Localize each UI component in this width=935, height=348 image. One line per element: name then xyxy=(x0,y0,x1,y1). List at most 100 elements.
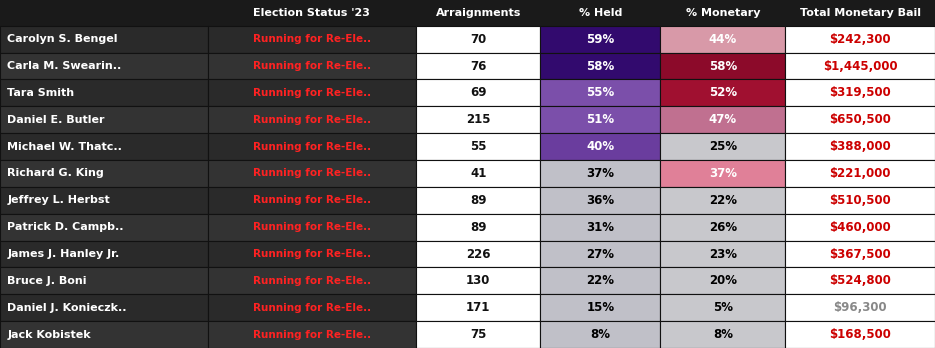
Text: Running for Re-Ele..: Running for Re-Ele.. xyxy=(252,142,371,152)
Bar xyxy=(660,321,785,348)
Text: 8%: 8% xyxy=(590,328,611,341)
Text: Arraignments: Arraignments xyxy=(436,8,521,18)
Text: 31%: 31% xyxy=(586,221,614,234)
Bar xyxy=(208,26,416,53)
Text: 23%: 23% xyxy=(709,247,737,261)
Bar xyxy=(540,294,660,321)
Bar xyxy=(660,214,785,240)
Bar xyxy=(540,321,660,348)
Bar xyxy=(0,187,208,214)
Text: $242,300: $242,300 xyxy=(829,33,891,46)
Text: Running for Re-Ele..: Running for Re-Ele.. xyxy=(252,249,371,259)
Text: 89: 89 xyxy=(470,221,486,234)
Bar xyxy=(660,26,785,53)
Text: $96,300: $96,300 xyxy=(833,301,887,314)
Text: Bruce J. Boni: Bruce J. Boni xyxy=(7,276,87,286)
Text: Carolyn S. Bengel: Carolyn S. Bengel xyxy=(7,34,118,44)
Text: $367,500: $367,500 xyxy=(829,247,891,261)
Bar xyxy=(0,53,208,79)
Bar xyxy=(785,321,935,348)
Bar xyxy=(785,187,935,214)
Bar xyxy=(0,240,208,267)
Bar xyxy=(0,106,208,133)
Bar xyxy=(208,106,416,133)
Text: Running for Re-Ele..: Running for Re-Ele.. xyxy=(252,195,371,205)
Bar xyxy=(540,214,660,240)
Bar xyxy=(660,79,785,106)
Text: 22%: 22% xyxy=(586,274,614,287)
Bar xyxy=(208,321,416,348)
Text: 89: 89 xyxy=(470,194,486,207)
Bar xyxy=(0,268,208,294)
Text: 37%: 37% xyxy=(586,167,614,180)
Bar xyxy=(0,294,208,321)
Bar xyxy=(785,133,935,160)
Text: 41: 41 xyxy=(470,167,486,180)
Bar xyxy=(0,26,208,53)
Text: $510,500: $510,500 xyxy=(829,194,891,207)
Bar xyxy=(416,321,540,348)
Text: 37%: 37% xyxy=(709,167,737,180)
Bar xyxy=(0,321,208,348)
Bar xyxy=(416,294,540,321)
Bar xyxy=(416,187,540,214)
Bar xyxy=(0,133,208,160)
Text: Jeffrey L. Herbst: Jeffrey L. Herbst xyxy=(7,195,110,205)
Bar xyxy=(208,160,416,187)
Text: Tara Smith: Tara Smith xyxy=(7,88,75,98)
Bar xyxy=(208,79,416,106)
Bar xyxy=(660,294,785,321)
Bar xyxy=(785,160,935,187)
Bar xyxy=(208,214,416,240)
Text: $460,000: $460,000 xyxy=(829,221,891,234)
Text: Michael W. Thatc..: Michael W. Thatc.. xyxy=(7,142,122,152)
Bar xyxy=(416,240,540,267)
Bar xyxy=(660,53,785,79)
Bar xyxy=(785,268,935,294)
Text: 26%: 26% xyxy=(709,221,737,234)
Text: 5%: 5% xyxy=(712,301,733,314)
Bar xyxy=(785,53,935,79)
Text: 52%: 52% xyxy=(709,86,737,100)
Text: $388,000: $388,000 xyxy=(829,140,891,153)
Text: $221,000: $221,000 xyxy=(829,167,891,180)
Text: Patrick D. Campb..: Patrick D. Campb.. xyxy=(7,222,124,232)
Text: 58%: 58% xyxy=(586,60,614,72)
Text: Jack Kobistek: Jack Kobistek xyxy=(7,330,91,340)
Text: 20%: 20% xyxy=(709,274,737,287)
Text: Running for Re-Ele..: Running for Re-Ele.. xyxy=(252,330,371,340)
Text: $650,500: $650,500 xyxy=(829,113,891,126)
Bar xyxy=(540,53,660,79)
Bar xyxy=(540,26,660,53)
Text: Total Monetary Bail: Total Monetary Bail xyxy=(799,8,921,18)
Text: % Held: % Held xyxy=(579,8,622,18)
Bar xyxy=(208,133,416,160)
Bar xyxy=(785,79,935,106)
Bar xyxy=(785,106,935,133)
Bar xyxy=(540,240,660,267)
Text: 70: 70 xyxy=(470,33,486,46)
Text: 171: 171 xyxy=(466,301,491,314)
Text: $168,500: $168,500 xyxy=(829,328,891,341)
Text: Election Status '23: Election Status '23 xyxy=(253,8,370,18)
Text: Richard G. King: Richard G. King xyxy=(7,168,104,179)
Text: $524,800: $524,800 xyxy=(829,274,891,287)
Text: $1,445,000: $1,445,000 xyxy=(823,60,898,72)
Bar xyxy=(208,268,416,294)
Bar xyxy=(0,79,208,106)
Text: 75: 75 xyxy=(470,328,486,341)
Bar xyxy=(785,240,935,267)
Bar xyxy=(660,133,785,160)
Text: Running for Re-Ele..: Running for Re-Ele.. xyxy=(252,276,371,286)
Text: 59%: 59% xyxy=(586,33,614,46)
Text: 44%: 44% xyxy=(709,33,737,46)
Text: Running for Re-Ele..: Running for Re-Ele.. xyxy=(252,88,371,98)
Text: 8%: 8% xyxy=(712,328,733,341)
Text: 36%: 36% xyxy=(586,194,614,207)
Bar xyxy=(660,106,785,133)
Bar xyxy=(540,79,660,106)
Bar xyxy=(540,133,660,160)
Text: 55: 55 xyxy=(470,140,486,153)
Bar xyxy=(660,187,785,214)
Bar xyxy=(416,53,540,79)
